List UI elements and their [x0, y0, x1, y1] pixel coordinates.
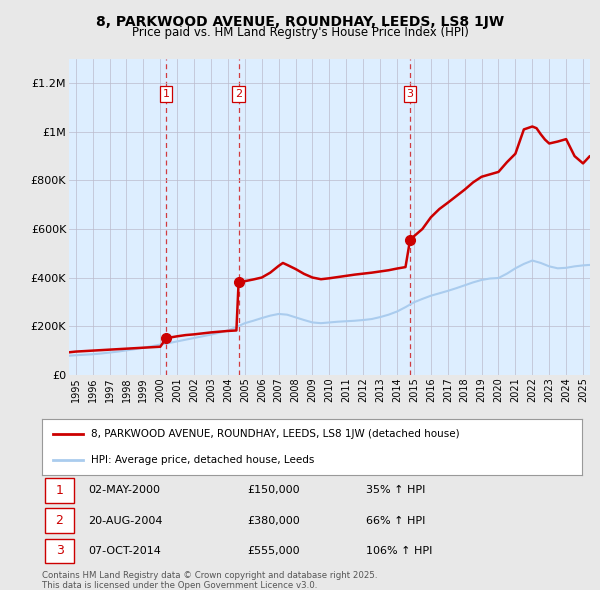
FancyBboxPatch shape [45, 478, 74, 503]
Text: 02-MAY-2000: 02-MAY-2000 [88, 486, 160, 496]
Text: £380,000: £380,000 [247, 516, 300, 526]
FancyBboxPatch shape [45, 539, 74, 563]
Text: 8, PARKWOOD AVENUE, ROUNDHAY, LEEDS, LS8 1JW (detached house): 8, PARKWOOD AVENUE, ROUNDHAY, LEEDS, LS8… [91, 429, 459, 439]
Text: 07-OCT-2014: 07-OCT-2014 [88, 546, 161, 556]
Text: £555,000: £555,000 [247, 546, 300, 556]
Text: Contains HM Land Registry data © Crown copyright and database right 2025.
This d: Contains HM Land Registry data © Crown c… [42, 571, 377, 590]
Text: HPI: Average price, detached house, Leeds: HPI: Average price, detached house, Leed… [91, 455, 314, 465]
Text: £150,000: £150,000 [247, 486, 300, 496]
Text: 8, PARKWOOD AVENUE, ROUNDHAY, LEEDS, LS8 1JW: 8, PARKWOOD AVENUE, ROUNDHAY, LEEDS, LS8… [96, 15, 504, 29]
Text: 2: 2 [56, 514, 64, 527]
Text: 1: 1 [56, 484, 64, 497]
Text: 20-AUG-2004: 20-AUG-2004 [88, 516, 163, 526]
Text: 106% ↑ HPI: 106% ↑ HPI [366, 546, 433, 556]
Text: 1: 1 [163, 89, 170, 99]
Text: 3: 3 [407, 89, 413, 99]
Text: 35% ↑ HPI: 35% ↑ HPI [366, 486, 425, 496]
Text: 2: 2 [235, 89, 242, 99]
Text: 66% ↑ HPI: 66% ↑ HPI [366, 516, 425, 526]
Text: Price paid vs. HM Land Registry's House Price Index (HPI): Price paid vs. HM Land Registry's House … [131, 26, 469, 39]
Text: 3: 3 [56, 545, 64, 558]
FancyBboxPatch shape [45, 509, 74, 533]
